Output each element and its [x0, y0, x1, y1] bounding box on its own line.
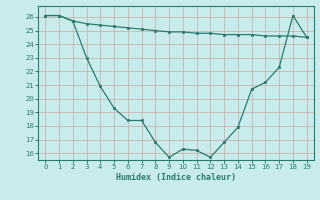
X-axis label: Humidex (Indice chaleur): Humidex (Indice chaleur): [116, 173, 236, 182]
